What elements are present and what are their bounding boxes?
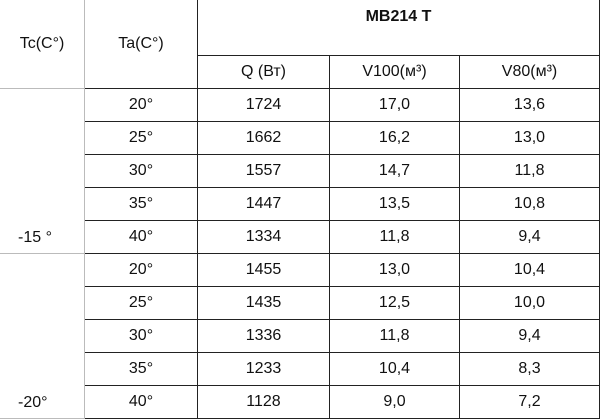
- ta-value: 25°: [85, 122, 198, 155]
- column-header: Q (Вт): [198, 56, 330, 89]
- value: 1455: [198, 254, 330, 287]
- ta-header: Ta(C°): [85, 0, 198, 89]
- ta-value: 20°: [85, 89, 198, 122]
- ta-value: 35°: [85, 188, 198, 221]
- value: 10,0: [460, 287, 600, 320]
- value: 13,6: [460, 89, 600, 122]
- value: 9,4: [460, 320, 600, 353]
- column-header: V80(м³): [460, 56, 600, 89]
- value: 1435: [198, 287, 330, 320]
- ta-value: 25°: [85, 287, 198, 320]
- value: 1336: [198, 320, 330, 353]
- value: 1447: [198, 188, 330, 221]
- value: 11,8: [330, 320, 460, 353]
- tc-header: Tc(C°): [0, 0, 85, 89]
- value: 8,3: [460, 353, 600, 386]
- value: 16,2: [330, 122, 460, 155]
- ta-value: 35°: [85, 353, 198, 386]
- value: 10,4: [330, 353, 460, 386]
- value: 1724: [198, 89, 330, 122]
- value: 9,0: [330, 386, 460, 419]
- value: 17,0: [330, 89, 460, 122]
- value: 14,7: [330, 155, 460, 188]
- ta-value: 30°: [85, 320, 198, 353]
- tc-value: -15 °: [0, 89, 85, 254]
- value: 1233: [198, 353, 330, 386]
- value: 1557: [198, 155, 330, 188]
- tc-value: -20°: [0, 254, 85, 419]
- ta-value: 20°: [85, 254, 198, 287]
- value: 11,8: [330, 221, 460, 254]
- value: 7,2: [460, 386, 600, 419]
- value: 1128: [198, 386, 330, 419]
- ta-value: 30°: [85, 155, 198, 188]
- value: 9,4: [460, 221, 600, 254]
- ta-value: 40°: [85, 221, 198, 254]
- value: 13,5: [330, 188, 460, 221]
- value: 11,8: [460, 155, 600, 188]
- group-header: MB214 T: [198, 0, 600, 56]
- value: 1662: [198, 122, 330, 155]
- value: 12,5: [330, 287, 460, 320]
- column-header: V100(м³): [330, 56, 460, 89]
- value: 1334: [198, 221, 330, 254]
- value: 10,8: [460, 188, 600, 221]
- value: 10,4: [460, 254, 600, 287]
- value: 13,0: [330, 254, 460, 287]
- value: 13,0: [460, 122, 600, 155]
- ta-value: 40°: [85, 386, 198, 419]
